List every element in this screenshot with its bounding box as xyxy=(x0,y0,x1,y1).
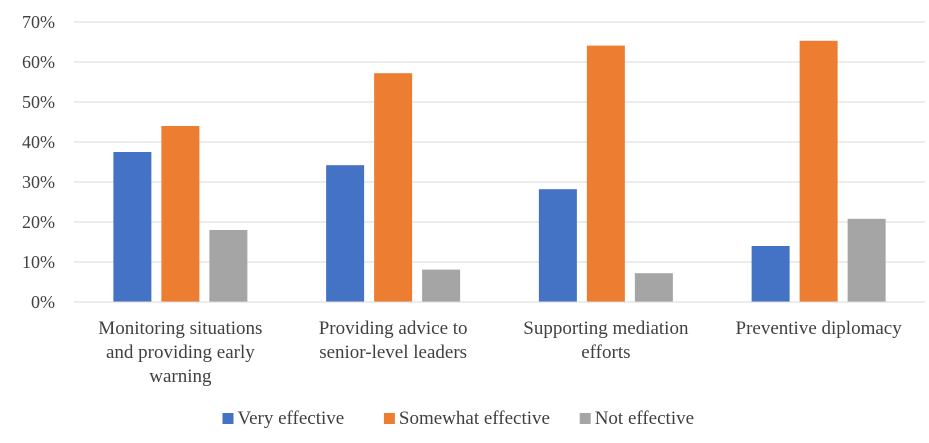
bar-somewhat-effective xyxy=(374,73,413,302)
legend-label: Very effective xyxy=(238,408,345,429)
x-category-label-line: and providing early xyxy=(106,342,255,363)
y-tick-label: 70% xyxy=(22,12,55,32)
y-tick-label: 40% xyxy=(22,132,55,152)
x-category-label-line: Monitoring situations xyxy=(98,318,262,339)
legend: Very effective Somewhat effective Not effe… xyxy=(222,408,694,429)
x-category-label-line: warning xyxy=(149,366,212,387)
x-category-label-line: Supporting mediation xyxy=(523,318,689,339)
bar-somewhat-effective xyxy=(586,45,625,302)
legend-swatch xyxy=(579,413,591,424)
bar-not-effective xyxy=(847,218,886,302)
x-category-label: Providing advice to senior-level leaders xyxy=(319,318,468,363)
legend-swatch xyxy=(383,413,395,424)
y-tick-label: 60% xyxy=(22,52,55,72)
legend-item-very-effective: Very effective xyxy=(222,408,345,429)
bar-somewhat-effective xyxy=(799,40,838,303)
x-category-label: Monitoring situations and providing early… xyxy=(98,318,262,387)
y-tick-label: 50% xyxy=(22,92,55,112)
x-category-label: Preventive diplomacy xyxy=(736,318,903,339)
x-category-label-line: Preventive diplomacy xyxy=(736,318,903,339)
x-category-label: Supporting mediation efforts xyxy=(523,318,689,363)
x-category-label-line: efforts xyxy=(581,342,630,363)
y-tick-label: 30% xyxy=(22,172,55,192)
legend-label: Somewhat effective xyxy=(399,408,550,429)
x-category-label-line: senior-level leaders xyxy=(319,342,467,363)
legend-label: Not effective xyxy=(595,408,694,429)
bars xyxy=(113,40,886,303)
bar-not-effective xyxy=(422,269,461,302)
bar-very-effective xyxy=(538,189,577,302)
bar-not-effective xyxy=(209,230,248,302)
y-axis-ticks: 0% 10% 20% 30% 40% 50% 60% 70% xyxy=(22,12,55,312)
y-tick-label: 10% xyxy=(22,252,55,272)
y-tick-label: 0% xyxy=(31,292,55,312)
bar-very-effective xyxy=(326,165,365,302)
bar-very-effective xyxy=(113,152,152,302)
bar-somewhat-effective xyxy=(161,126,200,302)
x-category-label-line: Providing advice to xyxy=(319,318,468,339)
bar-not-effective xyxy=(634,273,673,302)
y-tick-label: 20% xyxy=(22,212,55,232)
bar-very-effective xyxy=(751,246,790,302)
legend-item-somewhat-effective: Somewhat effective xyxy=(383,408,550,429)
x-axis-categories: Monitoring situations and providing early… xyxy=(98,318,902,387)
legend-swatch xyxy=(222,413,234,424)
gridlines xyxy=(74,21,925,263)
legend-item-not-effective: Not effective xyxy=(579,408,694,429)
